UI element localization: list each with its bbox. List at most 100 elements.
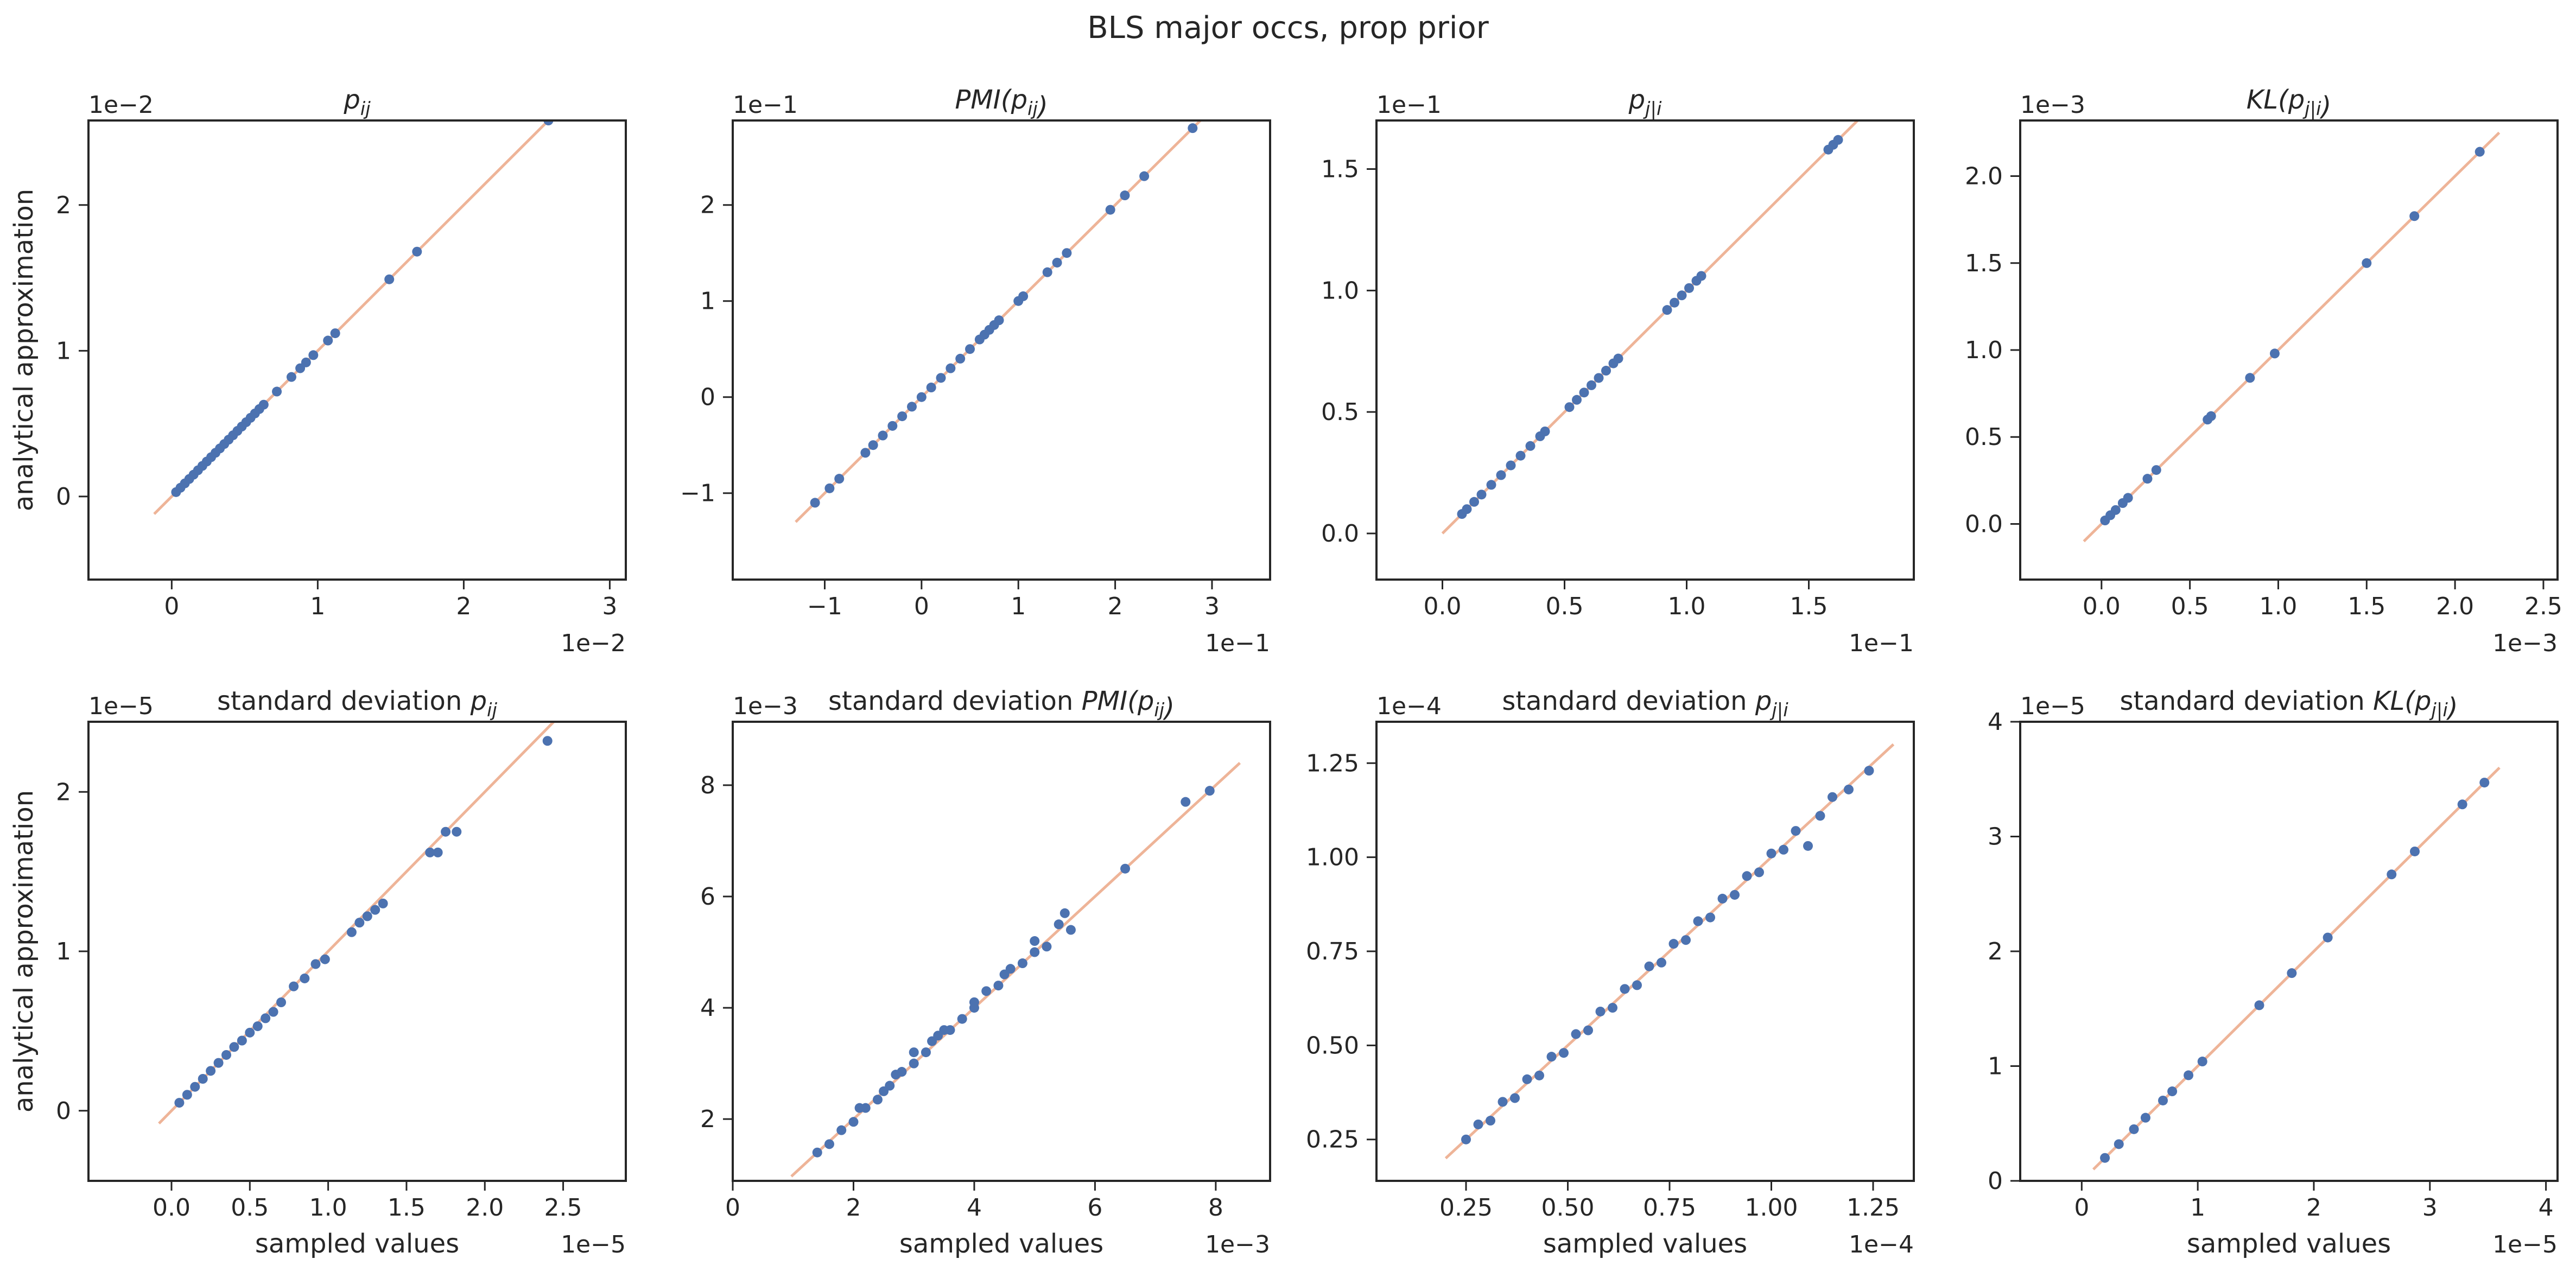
data-point: [1730, 889, 1740, 900]
x-tick-label: 1.5: [1790, 593, 1828, 620]
data-point: [330, 328, 340, 339]
data-point: [1766, 848, 1776, 859]
data-point: [174, 1098, 185, 1108]
data-point: [1473, 1119, 1483, 1129]
x-tick-label: 1.5: [388, 1194, 426, 1222]
title-part: ): [2446, 692, 2458, 723]
data-point: [1594, 373, 1604, 383]
subplot-title: standard deviation pj|i: [1502, 686, 1788, 721]
x-tick-label: 3: [1204, 593, 1220, 620]
data-point: [909, 1058, 919, 1069]
data-point: [258, 399, 269, 410]
x-offset-label: 1e−4: [1849, 1231, 1914, 1258]
data-point: [1462, 504, 1472, 514]
title-part: j|i: [2429, 700, 2448, 721]
data-point: [252, 1021, 263, 1032]
x-tick-label: 1.25: [1847, 1194, 1900, 1222]
title-part: KL(: [2247, 85, 2289, 115]
data-point: [1864, 766, 1874, 776]
subplot-title: standard deviation PMI(pij): [828, 686, 1175, 723]
scatter-points: [1457, 135, 1843, 519]
data-point: [1587, 380, 1596, 390]
data-point: [1120, 863, 1131, 874]
data-point: [245, 1027, 255, 1038]
x-tick-label: 1: [2190, 1194, 2205, 1222]
data-point: [308, 350, 319, 360]
subplot-title: pij: [343, 85, 371, 120]
title-part: p: [2414, 686, 2431, 716]
title-part: PMI(: [955, 85, 1012, 115]
scatter-points: [812, 786, 1215, 1158]
data-point: [2245, 373, 2255, 383]
data-point: [909, 1047, 919, 1058]
data-point: [1030, 947, 1040, 957]
data-point: [2287, 968, 2297, 978]
subplot-title: PMI(pij): [955, 85, 1048, 122]
data-point: [1540, 426, 1550, 436]
data-point: [1571, 1029, 1581, 1039]
data-point: [2129, 1124, 2139, 1134]
data-point: [2206, 411, 2216, 421]
data-point: [2123, 493, 2133, 503]
data-point: [2167, 1086, 2178, 1097]
data-point: [276, 997, 287, 1007]
x-offset-label: 1e−5: [2492, 1231, 2558, 1258]
data-point: [887, 421, 898, 431]
y-tick-label: 0.75: [1306, 938, 1359, 965]
title-part: ): [1036, 91, 1048, 122]
x-tick-label: 4: [967, 1194, 982, 1222]
data-point: [1717, 893, 1728, 904]
data-point: [897, 411, 908, 422]
y-tick-label: 2: [700, 1105, 715, 1133]
data-point: [2142, 474, 2153, 484]
data-point: [936, 373, 946, 383]
y-tick-label: 1.5: [1965, 250, 2003, 277]
y-tick-label: 4: [1988, 708, 2003, 736]
figure-suptitle: BLS major occs, prop prior: [1087, 10, 1489, 46]
x-tick-label: 0.5: [1546, 593, 1584, 620]
title-part: standard deviation: [828, 686, 1082, 716]
y-tick-label: 0.50: [1306, 1032, 1359, 1059]
y-tick-label: 1: [56, 337, 71, 365]
data-point: [2114, 1139, 2124, 1149]
data-point: [2110, 505, 2121, 515]
data-point: [1486, 1116, 1495, 1126]
data-point: [362, 911, 372, 921]
data-point: [872, 1095, 883, 1105]
data-point: [272, 386, 282, 397]
y-tick-label: 0: [56, 483, 71, 511]
x-tick-label: 0: [2074, 1194, 2089, 1222]
data-point: [955, 353, 966, 364]
data-point: [999, 969, 1010, 980]
data-point: [198, 1074, 208, 1084]
data-point: [879, 1086, 889, 1096]
data-point: [1042, 942, 1052, 952]
data-point: [452, 826, 462, 837]
data-point: [1791, 826, 1801, 836]
x-tick-label: 0.5: [231, 1194, 269, 1222]
data-point: [1546, 1052, 1557, 1062]
data-point: [1693, 916, 1703, 926]
data-point: [441, 826, 451, 837]
scatter-points: [2100, 778, 2490, 1163]
y-tick-label: 2.0: [1965, 163, 2003, 190]
y-tick-label: 1.0: [1321, 277, 1359, 304]
data-point: [1564, 402, 1575, 412]
y-tick-label: 0.0: [1965, 510, 2003, 538]
data-point: [1572, 395, 1582, 405]
data-point: [229, 1042, 239, 1052]
data-point: [310, 959, 321, 969]
data-point: [2457, 799, 2467, 810]
data-point: [2254, 1000, 2264, 1010]
data-point: [1833, 135, 1843, 145]
data-point: [2140, 1112, 2150, 1123]
title-part: p: [1628, 85, 1645, 115]
x-tick-label: 2.0: [466, 1194, 504, 1222]
data-point: [1496, 470, 1506, 480]
y-axis-label: analytical approximation: [9, 189, 39, 511]
y-offset-label: 1e−3: [2020, 91, 2085, 119]
y-tick-label: 0: [1988, 1167, 2003, 1195]
title-part: ij: [360, 98, 371, 120]
data-point: [1662, 305, 1672, 315]
